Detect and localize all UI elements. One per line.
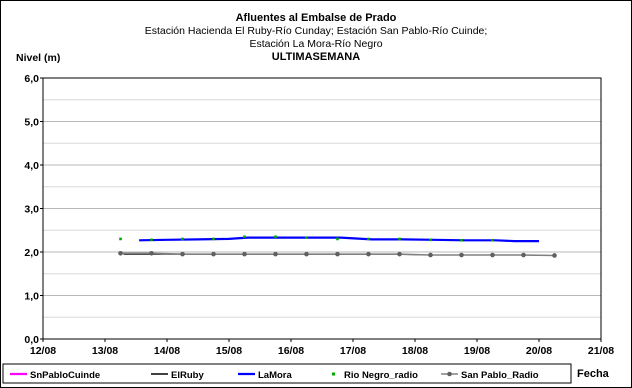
x-tick-label: 20/08	[526, 345, 552, 357]
series-san-pablo-radio-point	[149, 251, 154, 256]
series-san-pablo-radio-point	[211, 251, 216, 257]
series-rio-negro-radio-point	[460, 238, 463, 242]
series-san-pablo-radio-point	[366, 251, 371, 257]
series-san-pablo-radio-point	[180, 251, 185, 257]
x-tick-label: 16/08	[278, 345, 304, 357]
title-line-2: Estación Hacienda El Ruby-Río Cunday; Es…	[145, 25, 488, 37]
legend-label: San Pablo_Radio	[461, 370, 539, 381]
grid	[43, 78, 601, 339]
legend-item-elruby: ElRuby	[151, 370, 204, 381]
legend-item-snpablocuinde: SnPabloCuinde	[10, 370, 100, 381]
y-tick-labels: 0,0 1,0 2,0 3,0 4,0 5,0 6,0	[24, 73, 39, 346]
series-rio-negro-radio	[119, 235, 494, 242]
series-rio-negro-radio-point	[336, 237, 339, 241]
title-line-3: Estación La Mora-Río Negro	[249, 38, 382, 50]
chart-title: Afluentes al Embalse de Prado Estación H…	[145, 12, 488, 63]
title-line-1: Afluentes al Embalse de Prado	[236, 12, 397, 24]
series-rio-negro-radio-point	[398, 237, 401, 241]
legend-item-san-pablo-radio: San Pablo_Radio	[441, 370, 539, 381]
x-tick-label: 15/08	[216, 345, 242, 357]
x-axis-label: Fecha	[577, 368, 610, 380]
y-tick-label: 4,0	[24, 160, 39, 172]
legend-label: Rio Negro_radio	[344, 370, 418, 381]
legend-swatch	[332, 372, 335, 376]
x-tick-label: 17/08	[340, 345, 366, 357]
series-rio-negro-radio-point	[212, 237, 215, 241]
series-san-pablo-radio-point	[118, 251, 123, 256]
x-tick-label: 13/08	[92, 345, 118, 357]
title-line-4: ULTIMASEMANA	[272, 51, 360, 63]
series-san-pablo-radio-point	[242, 251, 247, 257]
series-rio-negro-radio-point	[119, 237, 122, 241]
series-san-pablo-radio-point	[552, 253, 557, 258]
series-san-pablo-radio-point	[335, 251, 340, 257]
plot-series	[118, 235, 557, 258]
series-san-pablo-radio-point	[428, 252, 433, 258]
x-tick-label: 12/08	[30, 345, 56, 357]
legend-label: ElRuby	[171, 370, 204, 381]
x-tick-label: 21/08	[588, 345, 614, 357]
series-rio-negro-radio-point	[243, 235, 246, 239]
series-san-pablo-radio	[118, 251, 557, 258]
series-san-pablo-radio-point	[490, 252, 495, 258]
legend-item-rio-negro-radio: Rio Negro_radio	[332, 370, 418, 381]
legend-box	[2, 363, 572, 384]
y-tick-label: 2,0	[24, 247, 39, 259]
y-tick-label: 1,0	[24, 291, 39, 303]
series-rio-negro-radio-point	[274, 235, 277, 239]
series-san-pablo-radio-point	[397, 251, 402, 257]
series-san-pablo-radio-point	[304, 251, 309, 257]
x-tick-label: 14/08	[154, 345, 180, 357]
series-rio-negro-radio-point	[305, 236, 308, 239]
series-rio-negro-radio-point	[491, 238, 494, 242]
legend-marker	[447, 371, 452, 377]
series-san-pablo-radio-point	[273, 251, 278, 257]
series-san-pablo-radio-point	[459, 252, 464, 258]
legend-label: LaMora	[258, 370, 293, 381]
y-tick-label: 0,0	[24, 334, 39, 346]
series-rio-negro-radio-point	[429, 238, 432, 242]
y-tick-label: 6,0	[24, 73, 39, 85]
x-tick-label: 18/08	[402, 345, 428, 357]
series-lamora	[139, 236, 539, 243]
series-rio-negro-radio-point	[181, 237, 184, 241]
series-lamora-line	[139, 236, 539, 243]
y-axis-label: Nivel (m)	[16, 52, 60, 64]
legend: SnPabloCuinde ElRuby LaMora Rio Negro_radio…	[2, 363, 572, 384]
y-tick-label: 5,0	[24, 117, 39, 129]
series-rio-negro-radio-point	[367, 237, 370, 241]
x-tick-labels: 12/08 13/08 14/08 15/08 16/08 17/08 18/08 19/08…	[30, 345, 614, 357]
x-tick-label: 19/08	[464, 345, 490, 357]
y-tick-label: 3,0	[24, 204, 39, 216]
series-rio-negro-radio-point	[150, 238, 153, 242]
axes	[40, 77, 602, 342]
legend-item-lamora: LaMora	[238, 370, 293, 381]
series-san-pablo-radio-point	[521, 252, 526, 258]
legend-label: SnPabloCuinde	[30, 370, 100, 381]
